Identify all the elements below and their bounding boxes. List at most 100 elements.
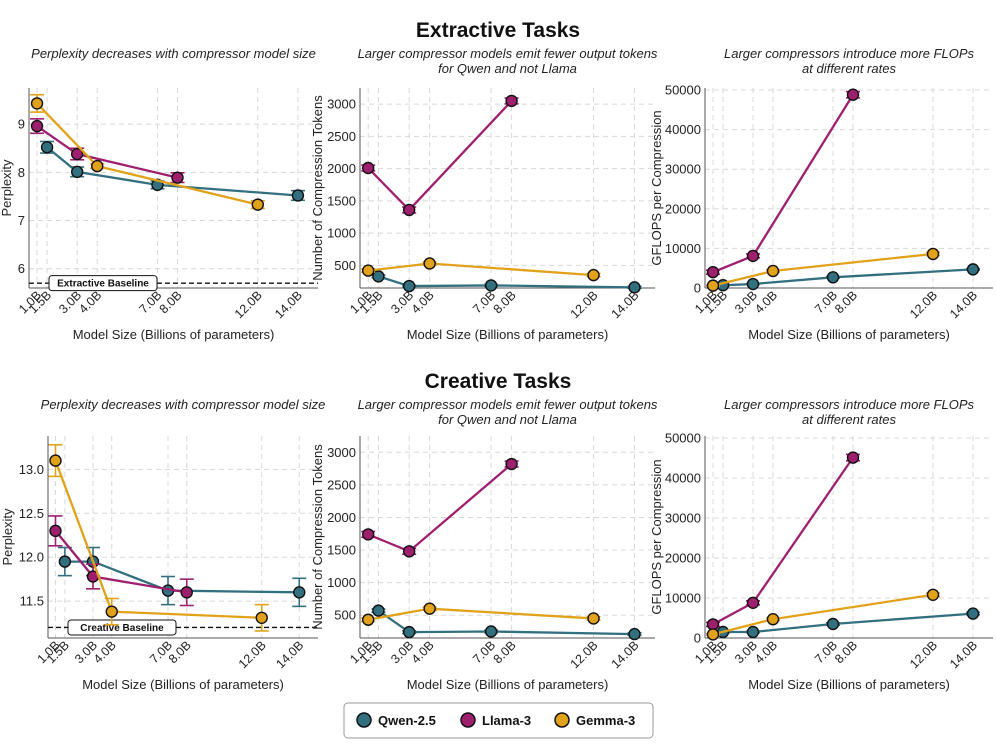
chart-title-line: Larger compressors introduce more FLOPs xyxy=(724,46,974,61)
baseline-label: Creative Baseline xyxy=(80,623,164,634)
legend-label-llama: Llama-3 xyxy=(482,713,531,728)
data-point-qwen xyxy=(826,617,840,631)
x-tick-label: 12.0B xyxy=(907,638,940,671)
x-tick-label: 12.0B xyxy=(568,638,601,671)
data-point-llama xyxy=(505,457,518,471)
x-tick-label: 14.0B xyxy=(947,638,980,671)
data-point-qwen xyxy=(402,279,416,293)
data-point-qwen xyxy=(40,141,54,154)
chart-panel-3: Larger compressors introduce more FLOPsa… xyxy=(649,46,993,342)
data-point-llama xyxy=(180,586,193,599)
legend-box xyxy=(343,702,654,739)
data-point-gemma xyxy=(361,264,375,277)
data-point-llama xyxy=(30,119,44,133)
x-tick-label: 14.0B xyxy=(272,288,305,321)
series-line-qwen xyxy=(377,609,635,636)
chart-panel-6: Larger compressors introduce more FLOPsa… xyxy=(649,397,993,692)
x-tick-label: 4.0B xyxy=(409,638,437,666)
y-tick-label: 50000 xyxy=(665,82,701,97)
data-point-qwen xyxy=(58,555,72,568)
y-tick-label: 3000 xyxy=(327,97,356,112)
data-point-gemma xyxy=(251,198,264,211)
chart-panel-4: Perplexity decreases with compressor mod… xyxy=(0,397,325,692)
section-title-extractive: Extractive Tasks xyxy=(416,19,580,42)
section-title-creative: Creative Tasks xyxy=(425,370,572,393)
y-tick-label: 500 xyxy=(334,608,356,623)
data-point-gemma xyxy=(105,605,118,618)
data-point-gemma xyxy=(587,268,600,282)
data-point-llama xyxy=(846,88,860,101)
data-point-llama xyxy=(706,265,720,279)
data-point-qwen xyxy=(70,165,84,179)
series-line-qwen xyxy=(722,268,974,287)
series-line-llama xyxy=(36,125,178,179)
y-tick-label: 20000 xyxy=(665,201,701,216)
data-point-gemma xyxy=(49,454,62,467)
chart-title-line: Perplexity decreases with compressor mod… xyxy=(31,46,316,61)
data-point-llama xyxy=(70,147,84,161)
y-tick-label: 3000 xyxy=(327,445,356,460)
data-point-gemma xyxy=(361,613,375,626)
series-line-qwen xyxy=(46,146,299,197)
chart-title-line: at different rates xyxy=(802,412,896,427)
y-tick-label: 1000 xyxy=(327,575,356,590)
y-tick-label: 8 xyxy=(18,165,25,180)
x-tick-label: 8.0B xyxy=(491,288,519,316)
y-tick-label: 1500 xyxy=(327,193,356,208)
x-tick-label: 14.0B xyxy=(947,288,980,321)
y-tick-label: 12.5 xyxy=(19,506,44,521)
data-point-qwen xyxy=(628,281,641,294)
x-tick-label: 12.0B xyxy=(568,288,601,321)
y-tick-label: 7 xyxy=(18,213,25,228)
data-point-gemma xyxy=(766,264,780,278)
x-tick-label: 14.0B xyxy=(273,638,306,671)
x-tick-label: 12.0B xyxy=(236,638,269,671)
x-axis-label: Model Size (Billions of parameters) xyxy=(748,327,950,342)
series-line-qwen xyxy=(378,275,635,289)
y-tick-label: 13.0 xyxy=(19,462,44,477)
y-tick-label: 2000 xyxy=(327,510,356,525)
data-point-gemma xyxy=(926,588,940,601)
chart-title-line: at different rates xyxy=(802,61,896,76)
data-point-llama xyxy=(746,249,760,263)
chart-panel-5: Larger compressor models emit fewer outp… xyxy=(310,397,658,692)
data-point-llama xyxy=(402,545,416,558)
data-point-gemma xyxy=(30,97,44,110)
x-tick-label: 4.0B xyxy=(76,288,104,316)
data-point-gemma xyxy=(706,628,720,641)
data-point-llama xyxy=(846,451,860,464)
y-tick-label: 20000 xyxy=(665,551,701,566)
y-tick-label: 9 xyxy=(18,117,25,132)
chart-title-line: Larger compressor models emit fewer outp… xyxy=(358,397,658,412)
data-point-qwen xyxy=(484,279,498,292)
x-tick-label: 14.0B xyxy=(609,638,642,671)
baseline-label-box xyxy=(67,619,177,636)
data-point-gemma xyxy=(91,159,104,173)
chart-title-line: Larger compressors introduce more FLOPs xyxy=(724,397,974,412)
x-axis-label: Model Size (Billions of parameters) xyxy=(748,677,950,692)
series-line-qwen xyxy=(723,612,974,634)
y-tick-label: 10000 xyxy=(665,591,701,606)
x-axis-label: Model Size (Billions of parameters) xyxy=(407,677,609,692)
x-tick-label: 4.0B xyxy=(752,638,780,666)
x-tick-label: 12.0B xyxy=(232,288,265,321)
series-line-llama xyxy=(367,463,513,553)
data-point-gemma xyxy=(926,247,940,261)
x-tick-label: 4.0B xyxy=(409,288,437,316)
y-axis-label: Perplexity xyxy=(0,508,15,566)
data-point-gemma xyxy=(255,611,268,624)
data-point-qwen xyxy=(746,277,760,291)
chart-title-line: for Qwen and not Llama xyxy=(438,412,577,427)
data-point-qwen xyxy=(746,625,760,639)
y-tick-label: 2500 xyxy=(327,477,356,492)
chart-title-line: for Qwen and not Llama xyxy=(438,61,577,76)
y-tick-label: 1500 xyxy=(327,543,356,558)
data-point-qwen xyxy=(628,627,641,641)
data-point-llama xyxy=(49,524,62,538)
y-tick-label: 40000 xyxy=(665,471,701,486)
x-tick-label: 8.0B xyxy=(157,288,185,316)
charts-group: Perplexity decreases with compressor mod… xyxy=(0,46,993,692)
y-tick-label: 1000 xyxy=(327,226,356,241)
data-point-gemma xyxy=(706,279,720,292)
